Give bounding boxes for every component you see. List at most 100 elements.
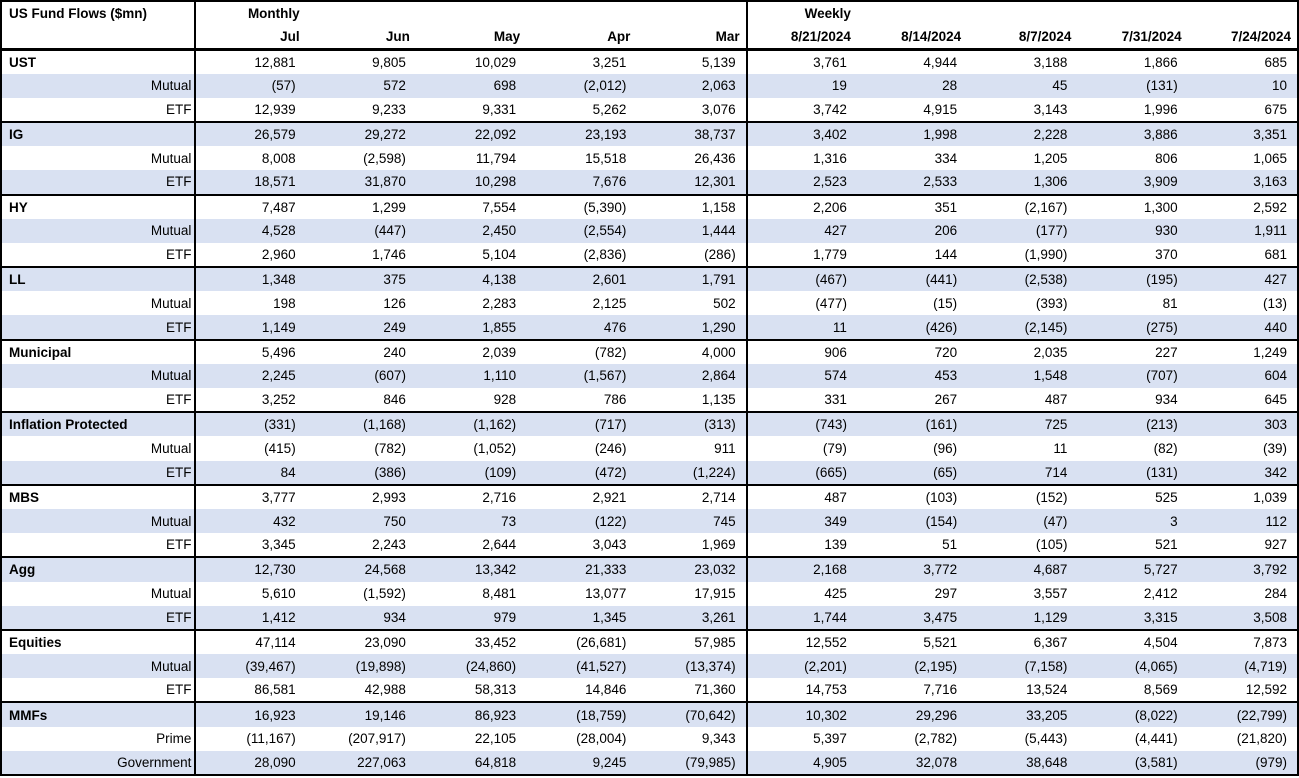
weekly-value-cell: (131)	[1077, 73, 1188, 98]
weekly-value-cell: (96)	[933, 440, 958, 456]
row-sub-label: ETF	[1, 170, 196, 195]
weekly-value-cell: 2,412	[1143, 586, 1178, 602]
monthly-value-cell: 2,063	[636, 73, 747, 98]
weekly-value-cell: 45	[967, 73, 1078, 98]
monthly-value-cell: 2,714	[636, 483, 747, 509]
table-row: MBS 3,777 2,993 2,716 2,921 2,714 487 (103) (152…	[1, 483, 1298, 509]
table-row: Equities 47,114 23,090 33,452 (26,681) 57,985…	[1, 628, 1298, 655]
monthly-value-cell: (447)	[305, 218, 416, 243]
weekly-value-cell: (2,782)	[914, 731, 958, 747]
table-row: Mutual 432 750 73 (122) 745 349 (154) (47) 3 112	[1, 508, 1298, 534]
weekly-value-cell: 8,569	[1143, 682, 1178, 698]
monthly-value-cell: 22,092	[415, 120, 527, 147]
monthly-value-cell: (41,527)	[526, 654, 637, 679]
table-row: ETF 84 (386) (109) (472) (1,224) (665) (65) 714(…	[1, 460, 1298, 485]
monthly-value-cell: 1,969	[701, 537, 736, 553]
header-spacer	[1188, 1, 1298, 25]
weekly-value-cell: 4,687	[967, 556, 1078, 582]
table-row: ETF 3,345 2,243 2,644 3,043 1,969 139 51 (105) 52…	[1, 533, 1298, 558]
monthly-value-cell: 2,245	[194, 363, 306, 388]
monthly-value-cell: (24,860)	[415, 654, 527, 679]
weekly-value-cell: 906	[745, 338, 857, 364]
monthly-value-cell: 14,846	[585, 682, 627, 698]
monthly-value-cell: 5,496	[194, 338, 306, 364]
monthly-value-cell: 1,299	[305, 193, 416, 219]
weekly-value-cell: 681	[1264, 246, 1287, 262]
monthly-value-cell: 33,452	[415, 628, 527, 655]
weekly-value-cell: 604	[1187, 363, 1298, 388]
monthly-value-cell: 3,345	[194, 533, 306, 558]
table-row: Mutual (39,467) (19,898) (24,860) (41,527) (1…	[1, 654, 1298, 679]
monthly-value-cell: 2,864	[636, 363, 747, 388]
monthly-value-cell: 979	[415, 605, 527, 630]
monthly-value-cell: 4,528	[194, 218, 306, 243]
weekly-value-cell: (22,799)	[1187, 701, 1298, 727]
weekly-value-cell: 453	[856, 363, 968, 388]
monthly-value-cell: 5,610	[194, 581, 306, 606]
monthly-value-cell: (5,390)	[526, 193, 637, 219]
weekly-value-cell: 427	[1187, 266, 1298, 292]
monthly-value-cell: (1,052)	[473, 440, 517, 456]
header-row-sections: US Fund Flows ($mn) Monthly Weekly	[1, 1, 1298, 26]
monthly-value-cell: (2,598)	[363, 150, 406, 166]
monthly-value-cell: 5,139	[636, 48, 747, 74]
monthly-value-cell: 73	[415, 508, 527, 534]
column-header-week: 7/31/2024	[1121, 29, 1182, 45]
monthly-value-cell: 23,090	[305, 628, 416, 655]
monthly-value-cell: 3,043	[592, 537, 627, 553]
weekly-value-cell: 2,035	[967, 338, 1078, 364]
monthly-value-cell: 15,518	[585, 150, 627, 166]
weekly-value-cell: (2,538)	[967, 266, 1078, 292]
monthly-value-cell: 9,331	[482, 101, 517, 117]
monthly-value-cell: (1,162)	[415, 411, 527, 437]
weekly-value-cell: (195)	[1077, 266, 1188, 292]
row-sub-label: Mutual	[150, 150, 192, 166]
monthly-value-cell: 126	[383, 295, 406, 311]
table-row: Mutual 5,610 (1,592) 8,481 13,077 17,915 425 29…	[1, 581, 1298, 606]
weekly-value-cell: 3,792	[1187, 556, 1298, 582]
row-sub-label: Prime	[156, 731, 192, 747]
monthly-value-cell: 5,104	[482, 246, 517, 262]
weekly-value-cell: (213)	[1077, 411, 1188, 437]
weekly-value-cell: (21,820)	[1236, 731, 1287, 747]
weekly-value-cell: (393)	[1035, 295, 1068, 311]
weekly-value-cell: 714	[967, 460, 1078, 485]
row-group-label: Equities	[1, 628, 196, 655]
weekly-value-cell: 227	[1077, 338, 1188, 364]
column-header-month: Jul	[194, 25, 306, 50]
weekly-value-cell: (152)	[967, 483, 1078, 509]
weekly-value-cell: 1,039	[1187, 483, 1298, 509]
table-row: Mutual 8,008 (2,598) 11,794 15,518 26,436 1,31…	[1, 146, 1298, 171]
header-spacer	[416, 1, 526, 25]
row-sub-label: Mutual	[150, 586, 192, 602]
weekly-value-cell: 1,129	[967, 605, 1078, 630]
monthly-value-cell: 786	[603, 392, 627, 408]
monthly-value-cell: 12,881	[194, 48, 306, 74]
weekly-value-cell: (743)	[745, 411, 857, 437]
weekly-value-cell: 1,866	[1077, 48, 1188, 74]
monthly-value-cell: (415)	[194, 436, 306, 461]
monthly-value-cell: 7,554	[415, 193, 527, 219]
monthly-value-cell: 8,008	[194, 146, 306, 171]
monthly-value-cell: 17,915	[694, 586, 736, 602]
monthly-value-cell: 502	[713, 295, 736, 311]
weekly-value-cell: 3,188	[967, 48, 1078, 74]
weekly-value-cell: 6,367	[967, 628, 1078, 655]
row-group-label: Inflation Protected	[1, 411, 196, 437]
weekly-value-cell: 297	[934, 586, 958, 602]
monthly-value-cell: 1,345	[526, 605, 637, 630]
weekly-value-cell: 303	[1187, 411, 1298, 437]
header-row-columns: Jul Jun May Apr Mar 8/21/2024 8/14/2024 …	[1, 25, 1298, 50]
weekly-value-cell: 3,402	[745, 120, 857, 147]
weekly-value-cell: 3,315	[1077, 605, 1188, 630]
row-group-label: HY	[1, 193, 196, 219]
weekly-value-cell: 4,504	[1077, 628, 1188, 655]
weekly-value-cell: 206	[856, 218, 968, 243]
monthly-value-cell: 227,063	[305, 750, 416, 775]
monthly-value-cell: (607)	[305, 363, 416, 388]
table-row: Mutual (415) (782) (1,052) (246) 911 (79) (96) 1…	[1, 436, 1298, 461]
monthly-value-cell: (26,681)	[526, 628, 637, 655]
monthly-value-cell: (207,917)	[348, 731, 406, 747]
weekly-value-cell: 7,716	[923, 682, 958, 698]
weekly-value-cell: 4,915	[923, 101, 958, 117]
